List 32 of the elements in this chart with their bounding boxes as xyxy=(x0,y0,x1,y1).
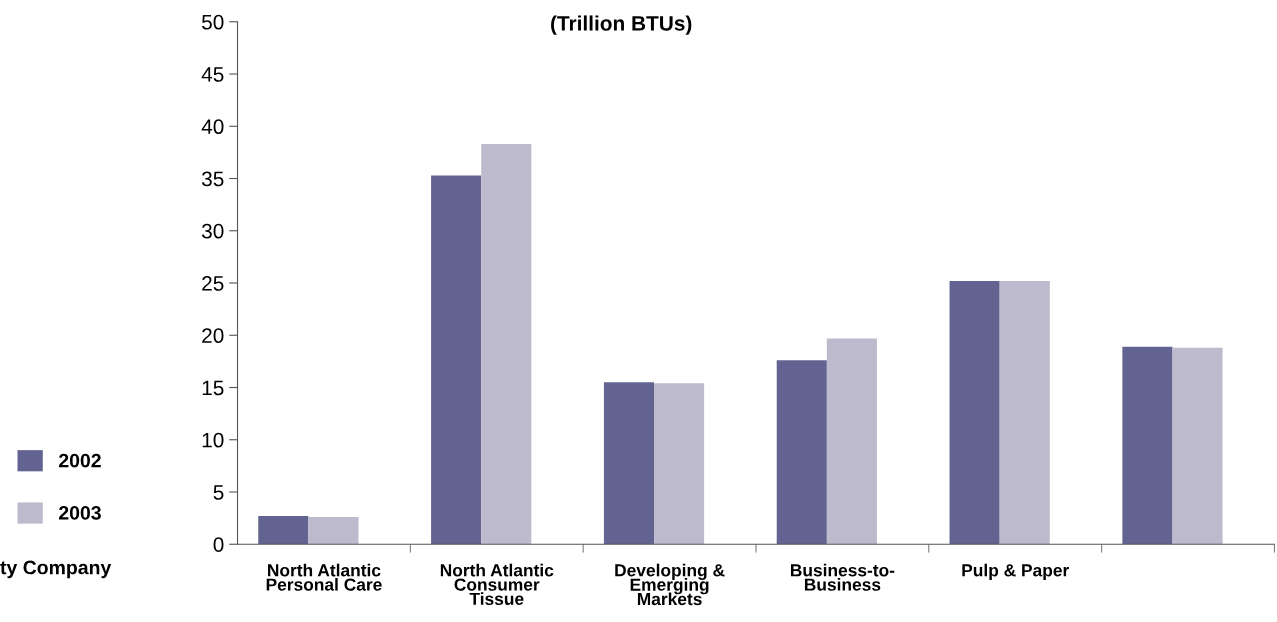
bar xyxy=(999,280,1050,545)
bar xyxy=(481,144,532,545)
y-tick-label: 10 xyxy=(202,432,224,448)
y-tick-label: 35 xyxy=(201,171,224,187)
y-tick-label: 50 xyxy=(201,14,224,30)
x-tick-label: North Atlantic Personal Care xyxy=(266,563,382,591)
legend-label: 2003 xyxy=(59,505,101,520)
x-tick-label: Business-to- Business xyxy=(790,563,895,591)
bar xyxy=(776,360,827,545)
text: ty Company xyxy=(0,560,112,579)
bar xyxy=(308,517,359,545)
bar xyxy=(1122,346,1173,545)
x-tick-label: Pulp & Paper xyxy=(962,563,1069,580)
bar xyxy=(826,338,877,545)
bar xyxy=(949,280,1000,545)
x-tick-label: Developing & Emerging Markets xyxy=(615,563,725,606)
y-tick-label: 5 xyxy=(213,485,224,500)
bar xyxy=(1172,347,1223,545)
y-tick-label: 30 xyxy=(201,223,224,239)
y-tick-label: 25 xyxy=(202,276,224,291)
y-tick-label: 0 xyxy=(213,537,224,552)
y-tick-label: 15 xyxy=(202,380,224,396)
bar xyxy=(603,382,655,545)
bar xyxy=(431,175,482,545)
x-tick-label: North Atlantic Consumer Tissue xyxy=(440,563,554,606)
chart-title: (Trillion BTUs) xyxy=(551,15,692,35)
y-tick-label: 45 xyxy=(201,67,224,82)
bar xyxy=(654,383,705,545)
y-tick-label: 20 xyxy=(202,328,224,344)
bar xyxy=(258,516,309,545)
legend-label: 2002 xyxy=(59,453,101,468)
y-tick-label: 40 xyxy=(201,119,224,135)
